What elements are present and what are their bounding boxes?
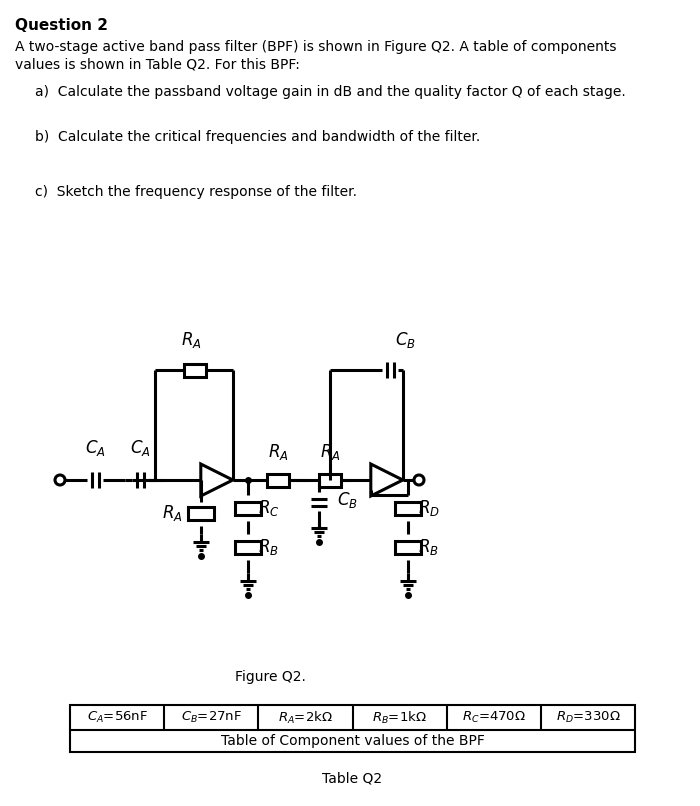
Bar xyxy=(395,501,421,514)
Text: $R_A$: $R_A$ xyxy=(181,330,202,350)
Text: Table of Component values of the BPF: Table of Component values of the BPF xyxy=(220,734,484,748)
Polygon shape xyxy=(371,464,402,496)
Text: $R_B$: $R_B$ xyxy=(258,537,279,557)
Text: $R_C$=470$\Omega$: $R_C$=470$\Omega$ xyxy=(462,710,526,725)
Circle shape xyxy=(414,475,424,485)
Text: $C_A$=56nF: $C_A$=56nF xyxy=(87,710,148,725)
Bar xyxy=(267,473,289,487)
Text: values is shown in Table Q2. For this BPF:: values is shown in Table Q2. For this BP… xyxy=(15,57,300,71)
Text: $C_A$: $C_A$ xyxy=(85,438,106,458)
Text: $R_A$: $R_A$ xyxy=(320,442,340,462)
Text: $R_D$=330$\Omega$: $R_D$=330$\Omega$ xyxy=(556,710,620,725)
Text: $C_B$: $C_B$ xyxy=(337,490,358,510)
Bar xyxy=(319,473,341,487)
Bar xyxy=(395,541,421,554)
Text: $C_A$: $C_A$ xyxy=(130,438,150,458)
Text: $R_C$: $R_C$ xyxy=(258,498,279,518)
Text: Figure Q2.: Figure Q2. xyxy=(234,670,305,684)
Text: $R_B$: $R_B$ xyxy=(418,537,439,557)
Text: c)  Sketch the frequency response of the filter.: c) Sketch the frequency response of the … xyxy=(35,185,357,199)
Polygon shape xyxy=(201,464,233,496)
Text: $R_D$: $R_D$ xyxy=(418,498,440,518)
Bar xyxy=(188,506,214,520)
Bar xyxy=(70,705,635,752)
Bar xyxy=(235,501,261,514)
Text: $R_B$=1k$\Omega$: $R_B$=1k$\Omega$ xyxy=(372,709,427,725)
Circle shape xyxy=(55,475,65,485)
Text: Table Q2: Table Q2 xyxy=(323,772,383,786)
Text: Question 2: Question 2 xyxy=(15,18,108,33)
Bar xyxy=(184,364,206,376)
Text: $R_A$: $R_A$ xyxy=(162,503,183,523)
Text: $C_B$=27nF: $C_B$=27nF xyxy=(181,710,241,725)
Text: $C_B$: $C_B$ xyxy=(395,330,415,350)
Text: $R_A$=2k$\Omega$: $R_A$=2k$\Omega$ xyxy=(278,709,332,725)
Bar xyxy=(235,541,261,554)
Text: b)  Calculate the critical frequencies and bandwidth of the filter.: b) Calculate the critical frequencies an… xyxy=(35,130,480,144)
Text: $R_A$: $R_A$ xyxy=(267,442,288,462)
Text: A two-stage active band pass filter (BPF) is shown in Figure Q2. A table of comp: A two-stage active band pass filter (BPF… xyxy=(15,40,617,54)
Text: a)  Calculate the passband voltage gain in dB and the quality factor Q of each s: a) Calculate the passband voltage gain i… xyxy=(35,85,626,99)
